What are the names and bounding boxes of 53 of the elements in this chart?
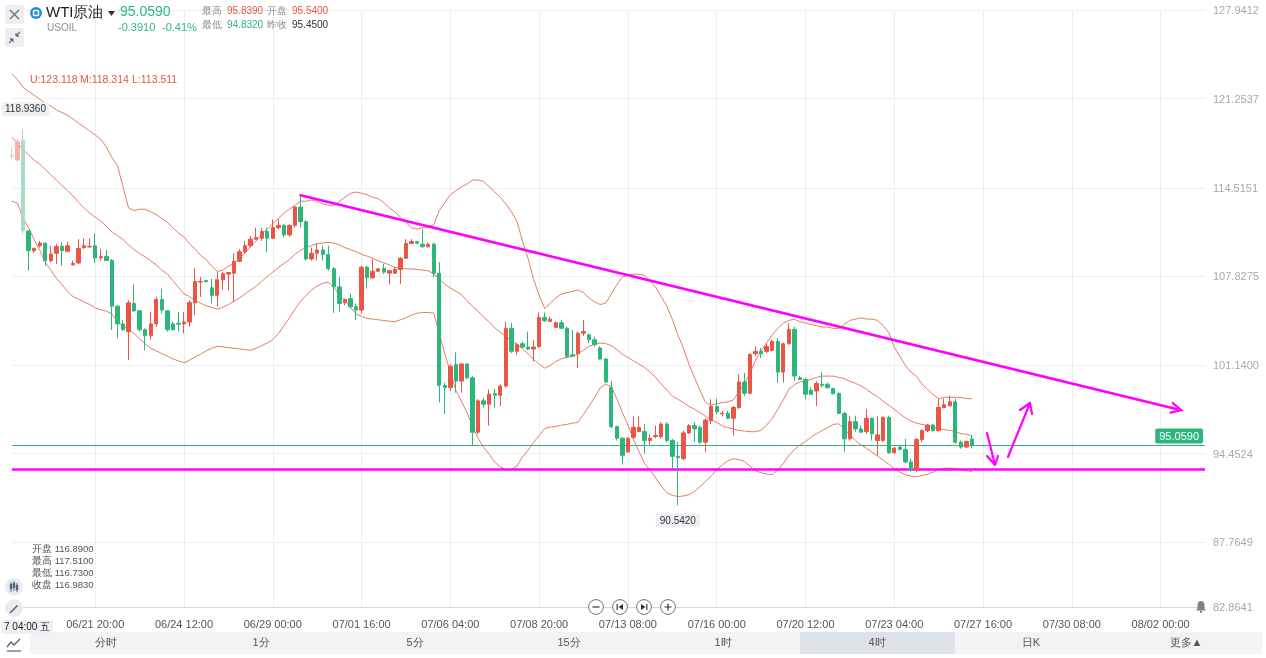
annotation: 90.5420 bbox=[659, 514, 697, 526]
text: 分时 bbox=[95, 636, 117, 648]
text: 日K bbox=[1021, 636, 1041, 648]
annotation: 最低 bbox=[202, 19, 222, 30]
annotation: U:123.118 bbox=[30, 73, 78, 85]
y-tick-label: 127.9412 bbox=[1213, 4, 1259, 16]
text: 4时 bbox=[868, 636, 886, 648]
annotation: 昨收 bbox=[267, 19, 287, 30]
y-tick-label: 121.2537 bbox=[1213, 92, 1259, 105]
text: 更多▲ bbox=[1169, 636, 1203, 648]
y-tick-label: 94.4524 bbox=[1213, 447, 1253, 460]
y-tick-label: 87.7649 bbox=[1213, 536, 1253, 549]
y-tick-label: 82.8641 bbox=[1213, 601, 1253, 613]
annotation: L:113.511 bbox=[132, 73, 178, 85]
chart-title: WTI原油 bbox=[46, 3, 104, 20]
annotation: 最高 117.5100 bbox=[32, 555, 94, 566]
x-tick-label: 07/08 20:00 bbox=[510, 617, 569, 630]
annotation: 开盘 bbox=[267, 5, 287, 16]
y-tick-label: 114.5151 bbox=[1213, 181, 1259, 194]
x-tick-label: 06/21 20:00 bbox=[66, 617, 125, 630]
text: 15分 bbox=[557, 636, 581, 648]
x-tick-label: 07/30 08:00 bbox=[1042, 617, 1101, 630]
ref-line-label: 95.0590 bbox=[1159, 429, 1199, 442]
x-tick-label: 07/13 08:00 bbox=[598, 617, 657, 630]
annotation: 最高 bbox=[202, 5, 222, 16]
text: 5分 bbox=[406, 636, 424, 648]
annotation: 95.5400 bbox=[292, 5, 329, 16]
annotation: -0.41% bbox=[162, 21, 197, 33]
annotation: -0.3910 bbox=[118, 21, 156, 33]
text: USOIL bbox=[47, 22, 78, 33]
x-tick-label: 07/16 00:00 bbox=[687, 617, 746, 630]
annotation: 收盘 116.9830 bbox=[32, 579, 94, 590]
y-tick-label: 107.8275 bbox=[1213, 270, 1259, 283]
x-tick-label: 08/02 00:00 bbox=[1131, 617, 1190, 630]
x-tick-label: 07/01 16:00 bbox=[332, 617, 391, 630]
x-tick-label: 07/06 04:00 bbox=[421, 617, 480, 630]
annotation: 95.8390 bbox=[227, 5, 264, 16]
text: 1时 bbox=[714, 636, 732, 648]
text: 7 04:00 五 bbox=[4, 621, 51, 632]
annotation: 最低 116.7300 bbox=[32, 567, 94, 578]
annotation: 开盘 116.8900 bbox=[32, 543, 94, 554]
annotation: 95.0590 bbox=[120, 3, 171, 19]
x-tick-label: 07/27 16:00 bbox=[953, 617, 1013, 630]
x-tick-label: 07/20 12:00 bbox=[776, 617, 835, 630]
x-tick-label: 07/23 04:00 bbox=[865, 617, 924, 630]
x-tick-label: 06/24 12:00 bbox=[154, 617, 214, 630]
annotation: M:118.314 bbox=[80, 73, 129, 85]
annotation: 118.9360 bbox=[5, 103, 46, 114]
y-tick-label: 101.1400 bbox=[1213, 358, 1259, 371]
text: 1分 bbox=[252, 636, 270, 648]
x-tick-label: 06/29 00:00 bbox=[243, 617, 302, 630]
annotation: 94.8320 bbox=[227, 19, 264, 30]
annotation: 95.4500 bbox=[292, 19, 329, 30]
